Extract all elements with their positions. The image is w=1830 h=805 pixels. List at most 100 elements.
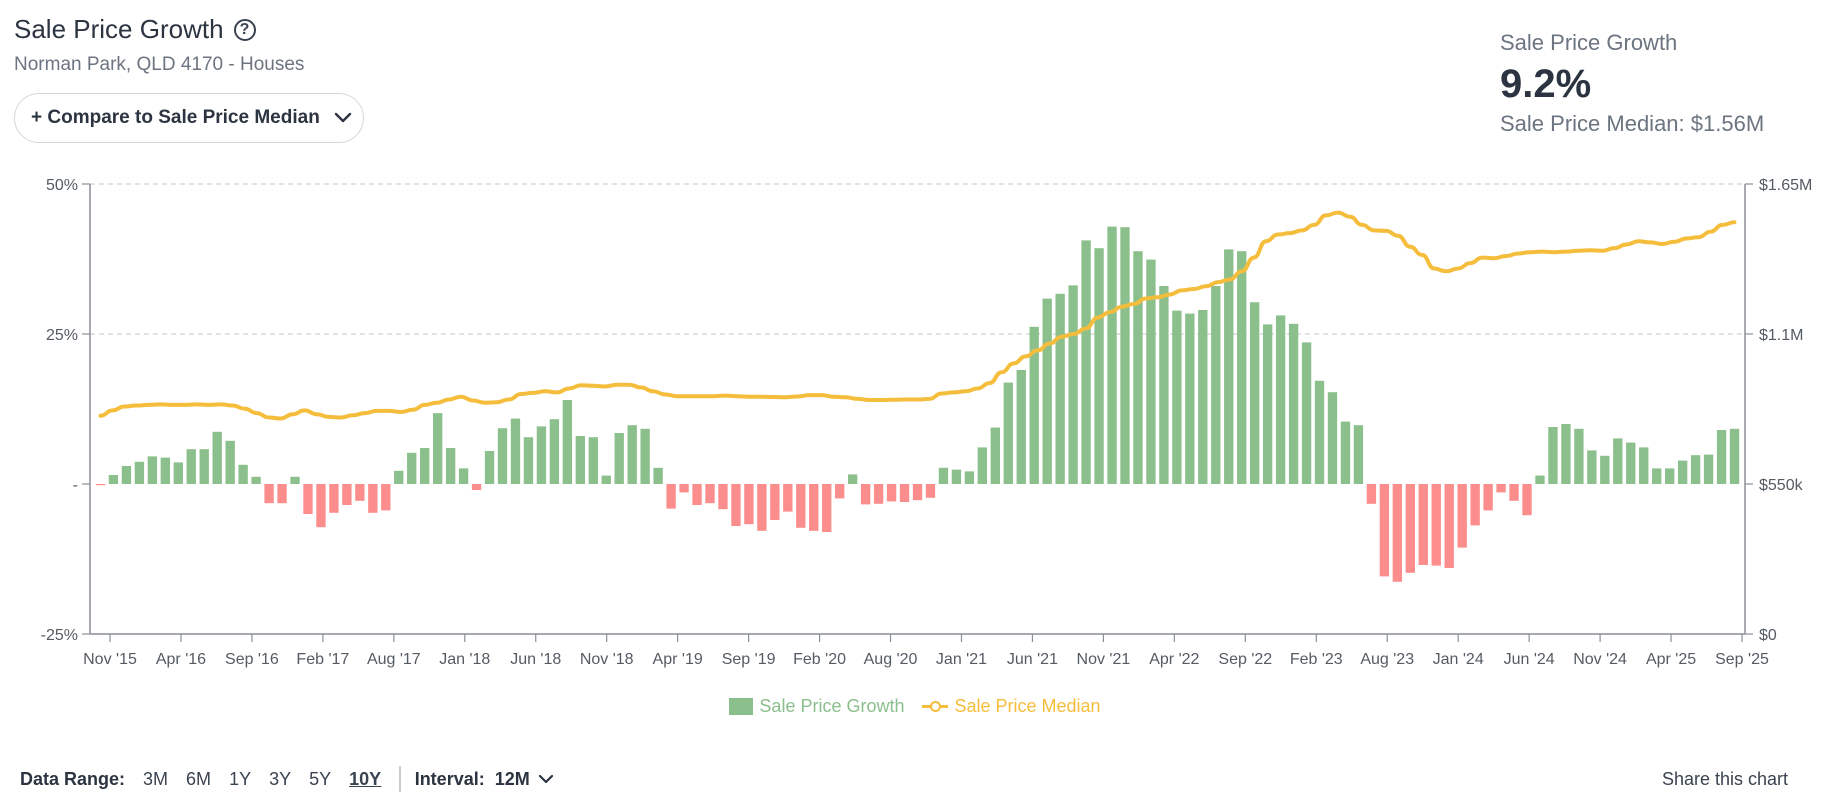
title-row: Sale Price Growth ? bbox=[14, 14, 256, 45]
growth-bar bbox=[1626, 442, 1636, 484]
range-option-3m[interactable]: 3M bbox=[143, 768, 169, 789]
x-tick-label: Jan '18 bbox=[439, 651, 490, 668]
chart-footer: Data Range: 3M 6M 1Y 3Y 5Y 10Y Interval:… bbox=[20, 766, 1830, 792]
growth-bar bbox=[1677, 460, 1688, 484]
y-left-tick-label: -25% bbox=[41, 627, 78, 644]
growth-bar bbox=[1535, 475, 1545, 484]
compare-label: + Compare to Sale Price Median bbox=[31, 107, 320, 128]
growth-bar bbox=[1327, 392, 1338, 484]
growth-bar bbox=[458, 468, 469, 484]
growth-bar bbox=[1561, 424, 1571, 484]
x-tick-label: Sep '19 bbox=[722, 651, 776, 668]
growth-bar bbox=[329, 484, 339, 513]
growth-bar bbox=[614, 433, 624, 484]
growth-bar bbox=[1496, 484, 1506, 493]
growth-bar bbox=[964, 471, 975, 484]
legend-item-median[interactable]: Sale Price Median bbox=[922, 696, 1101, 717]
range-option-5y[interactable]: 5Y bbox=[309, 768, 332, 789]
data-range-label: Data Range: bbox=[20, 768, 126, 789]
growth-bar bbox=[1003, 382, 1013, 484]
legend-label-median: Sale Price Median bbox=[954, 696, 1101, 716]
growth-bar bbox=[912, 484, 923, 501]
range-option-10y[interactable]: 10Y bbox=[349, 768, 382, 789]
growth-bar bbox=[1639, 447, 1649, 484]
x-tick-label: Aug '23 bbox=[1360, 651, 1414, 668]
growth-bar bbox=[523, 437, 534, 484]
growth-bar bbox=[264, 484, 274, 504]
x-tick-label: Feb '20 bbox=[793, 651, 846, 668]
compare-dropdown-button[interactable]: + Compare to Sale Price Median bbox=[14, 93, 364, 143]
growth-bar bbox=[1275, 315, 1286, 484]
x-tick-label: Jan '24 bbox=[1433, 651, 1484, 668]
range-option-3y[interactable]: 3Y bbox=[269, 768, 292, 789]
x-tick-label: Apr '25 bbox=[1646, 651, 1696, 668]
growth-bar bbox=[1444, 484, 1454, 568]
growth-bar bbox=[1288, 323, 1299, 484]
growth-bar bbox=[1431, 484, 1441, 566]
share-chart-link[interactable]: Share this chart bbox=[1661, 768, 1788, 789]
summary-median: Sale Price Median: $1.56M bbox=[1500, 111, 1765, 136]
growth-bar bbox=[886, 484, 897, 502]
growth-bar bbox=[368, 484, 378, 513]
growth-bar bbox=[835, 484, 845, 499]
x-tick-label: Jun '24 bbox=[1504, 651, 1555, 668]
y-right-tick-label: $550k bbox=[1759, 477, 1804, 494]
growth-bar bbox=[899, 484, 910, 502]
range-option-6m[interactable]: 6M bbox=[186, 768, 212, 789]
growth-bar bbox=[1716, 430, 1727, 484]
growth-bar bbox=[575, 436, 585, 484]
growth-bar bbox=[342, 484, 352, 505]
growth-bar bbox=[744, 484, 754, 525]
growth-bar bbox=[147, 456, 158, 484]
x-tick-label: Sep '25 bbox=[1715, 651, 1769, 668]
growth-bar bbox=[445, 448, 456, 484]
growth-bar bbox=[160, 457, 170, 484]
interval-value: 12M bbox=[494, 768, 530, 789]
chart-legend: Sale Price Growth Sale Price Median bbox=[0, 696, 1830, 717]
x-tick-label: Aug '17 bbox=[367, 651, 421, 668]
growth-bar bbox=[977, 447, 988, 484]
growth-bar bbox=[601, 475, 611, 484]
help-icon[interactable]: ? bbox=[233, 18, 256, 41]
range-option-1y[interactable]: 1Y bbox=[229, 768, 252, 789]
growth-bar bbox=[1690, 455, 1701, 484]
growth-bar bbox=[705, 484, 715, 504]
growth-bar bbox=[173, 462, 183, 484]
growth-bar bbox=[1120, 227, 1130, 484]
growth-bar bbox=[407, 452, 417, 484]
growth-bar bbox=[627, 425, 637, 484]
growth-bar bbox=[1379, 484, 1390, 577]
growth-bar bbox=[1185, 313, 1195, 484]
growth-bar bbox=[1483, 484, 1493, 511]
legend-swatch-growth bbox=[729, 698, 754, 715]
growth-bar bbox=[1159, 286, 1169, 484]
growth-bar bbox=[1250, 302, 1260, 484]
growth-bar bbox=[1146, 259, 1156, 484]
growth-bar bbox=[497, 428, 508, 484]
growth-bar bbox=[108, 475, 119, 484]
growth-bar bbox=[381, 484, 391, 511]
growth-bar bbox=[1703, 454, 1714, 484]
growth-bar bbox=[692, 484, 702, 505]
legend-swatch-median bbox=[922, 698, 949, 715]
growth-bar bbox=[1729, 428, 1740, 484]
growth-bar bbox=[588, 437, 598, 484]
growth-bar bbox=[822, 484, 832, 532]
x-tick-label: Jun '18 bbox=[510, 651, 561, 668]
growth-bar bbox=[1237, 251, 1247, 484]
growth-bar bbox=[394, 470, 404, 484]
interval-dropdown[interactable]: 12M bbox=[495, 769, 554, 790]
growth-bar bbox=[640, 428, 650, 484]
x-tick-label: Feb '17 bbox=[296, 651, 349, 668]
growth-bar bbox=[510, 418, 521, 484]
x-tick-label: Nov '15 bbox=[83, 651, 137, 668]
growth-bar bbox=[873, 484, 884, 504]
growth-bar bbox=[134, 461, 145, 484]
y-left-tick-label: 50% bbox=[46, 177, 78, 194]
growth-bar bbox=[1029, 326, 1039, 484]
legend-item-growth[interactable]: Sale Price Growth bbox=[729, 696, 904, 717]
growth-bar bbox=[1133, 251, 1143, 484]
growth-bar bbox=[951, 469, 962, 484]
growth-bar bbox=[1081, 240, 1091, 484]
growth-bar bbox=[847, 474, 858, 484]
